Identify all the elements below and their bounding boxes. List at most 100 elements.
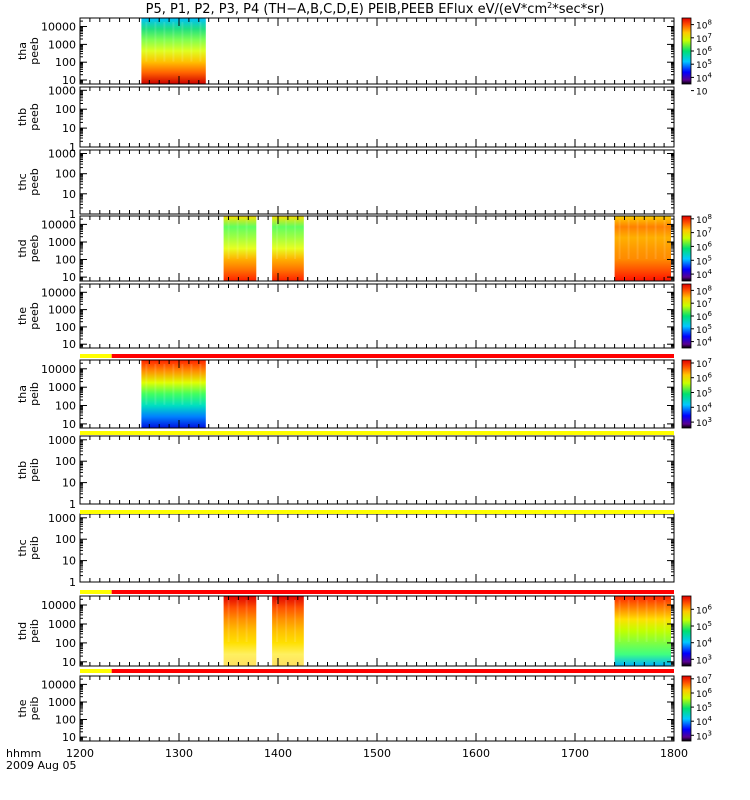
colorbar-tick-base: 10: [696, 419, 708, 429]
spectrogram-streak: [618, 220, 621, 259]
spectrogram-streak: [663, 220, 666, 259]
spectrogram-streak: [236, 220, 239, 259]
y-label-product: peeb: [28, 37, 41, 65]
spectrogram-streak: [285, 220, 288, 259]
colorbar-tick-label: 107: [696, 32, 712, 45]
colorbar-tick-base: 10: [696, 61, 708, 71]
panel-thb-peib: 1 10 100 1000 thb peib: [16, 431, 675, 511]
colorbar-tick-base: 10: [696, 48, 708, 58]
colorbar: [681, 675, 692, 742]
colorbar-tick-base: 10: [696, 690, 708, 700]
colorbar-tick-label: 105: [696, 620, 712, 633]
x-tick-label: 1700: [561, 747, 589, 760]
spectrogram-segment: [272, 596, 304, 666]
colorbar-tick-label: 104: [696, 637, 712, 650]
colorbar-tick-label: 104: [696, 401, 712, 414]
colorbar-tick-base: 10: [696, 375, 708, 385]
spectrogram-segment: [614, 216, 671, 281]
colorbar-tick-exp: 5: [707, 323, 711, 331]
colorbar-tick-base: 10: [696, 313, 708, 323]
spectrogram-streak: [654, 220, 657, 259]
y-tick-label: 1000: [48, 38, 76, 51]
y-label-probe: the: [16, 307, 29, 325]
y-tick-label: 10000: [41, 599, 76, 612]
colorbar-tick-label: 105: [696, 387, 712, 400]
x-tick-label: 1800: [660, 747, 688, 760]
colorbar-tick-base: 10: [696, 243, 708, 253]
y-label-product: peeb: [28, 302, 41, 330]
panel-frame: [79, 86, 675, 148]
spectrogram-streak: [663, 600, 666, 642]
mode-bar-segment: [111, 590, 674, 594]
y-tick-label: 1000: [48, 512, 76, 525]
colorbar-tick-label: 103: [696, 729, 712, 742]
colorbar-tick-exp: 5: [707, 387, 711, 395]
colorbar-tick-base: 10: [696, 390, 708, 400]
colorbar-tick-exp: 5: [707, 701, 711, 709]
y-label-probe: the: [16, 699, 29, 717]
y-tick-label: 100: [55, 455, 76, 468]
spectrogram-streak: [618, 600, 621, 642]
panel-frame: [79, 435, 675, 505]
y-tick-label: 1: [69, 576, 76, 589]
spectrogram-streak: [199, 22, 202, 62]
spectrogram-streak: [645, 600, 648, 642]
y-tick-label: 1000: [48, 618, 76, 631]
panel-thc-peeb: 1 10 100 1000 thc peeb: [16, 148, 675, 221]
spectrogram-streak: [227, 220, 230, 259]
colorbar-tick-base: 10: [696, 230, 708, 240]
y-label-product: peib: [28, 619, 41, 643]
spectrogram-streak: [181, 364, 184, 405]
colorbar-tick-exp: 3: [707, 653, 711, 661]
y-tick-label: 100: [55, 321, 76, 334]
spectrogram-streak: [294, 600, 297, 642]
spectrogram-streak: [294, 220, 297, 259]
colorbar-tick-exp: 4: [707, 637, 712, 645]
y-tick-label: 100: [55, 714, 76, 727]
y-tick-label: 100: [55, 254, 76, 267]
spectrogram-streak: [145, 364, 148, 405]
spectrogram-streak: [163, 22, 166, 62]
colorbar-tick-label: 107: [696, 357, 712, 370]
colorbar-tick-label: 105: [696, 58, 712, 71]
panel-frame: [79, 513, 675, 583]
y-tick-label: 10000: [41, 678, 76, 691]
y-label-probe: thb: [16, 461, 29, 479]
colorbar-tick-exp: 5: [707, 254, 711, 262]
panel-frame: [79, 595, 675, 667]
colorbar-tick-label: 107: [696, 673, 712, 686]
spectrogram-segment: [223, 596, 257, 666]
x-tick-label: 1300: [165, 747, 193, 760]
y-tick-label: 10: [62, 656, 76, 669]
y-tick-label: 10: [62, 555, 76, 568]
colorbar-tick-label: 105: [696, 254, 712, 267]
colorbar-tick-exp: 8: [707, 19, 711, 27]
y-tick-label: 10000: [41, 286, 76, 299]
colorbar-tick-exp: 8: [707, 284, 711, 292]
colorbar-tick-base: 10: [696, 732, 708, 742]
spectrogram-segment: [141, 18, 206, 84]
colorbar-tick-label: 106: [696, 310, 712, 323]
y-tick-label: 100: [55, 103, 76, 116]
colorbar-tick-label: 105: [696, 701, 712, 714]
mode-bar-segment: [80, 669, 112, 673]
spectrogram-streak: [154, 22, 157, 62]
spectrogram-segment: [141, 360, 206, 428]
spectrogram-streak: [227, 600, 230, 642]
colorbar-tick-base: 10: [696, 74, 708, 84]
mode-bar-segment: [111, 354, 674, 358]
spectrogram-streak: [163, 364, 166, 405]
spectrogram-segment: [614, 596, 671, 666]
y-tick-label: 1000: [48, 434, 76, 447]
colorbar-tick-exp: 7: [707, 227, 711, 235]
y-label-product: peib: [28, 458, 41, 482]
spectrogram-streak: [236, 600, 239, 642]
panel-frame: [79, 283, 675, 349]
y-tick-label: 10000: [41, 218, 76, 231]
y-tick-label: 100: [55, 637, 76, 650]
colorbar-tick-label: 103: [696, 416, 712, 429]
colorbar: [681, 595, 692, 667]
y-tick-label: 1000: [48, 381, 76, 394]
spectrogram-streak: [627, 600, 630, 642]
colorbar-tick-exp: 7: [707, 357, 711, 365]
